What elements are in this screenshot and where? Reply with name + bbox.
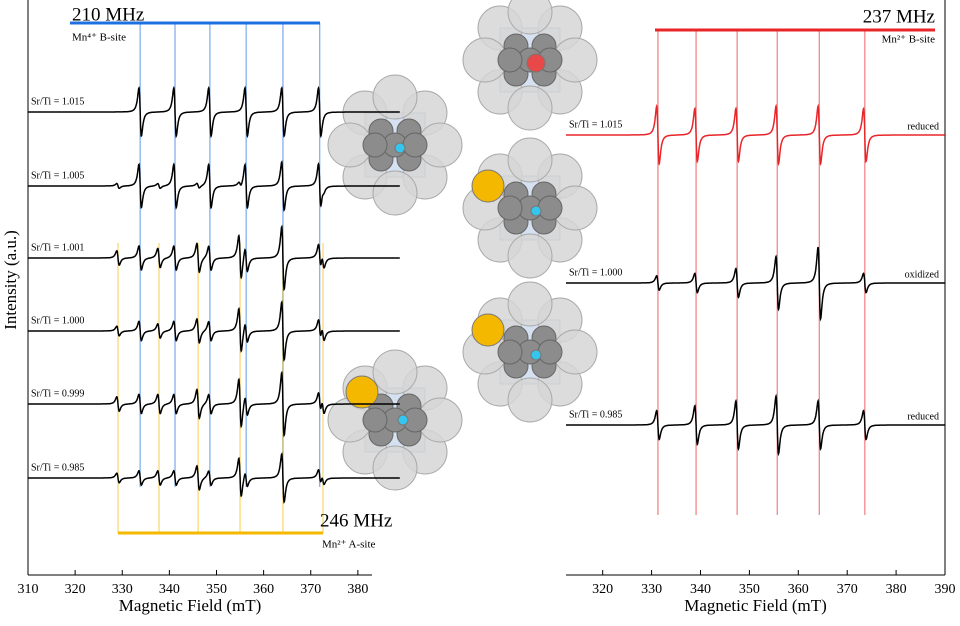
spectrum — [566, 103, 945, 167]
atom — [507, 233, 553, 279]
spectrum-label: Sr/Ti = 0.999 — [31, 388, 84, 399]
site-label: Mn²⁺ B-site — [882, 34, 936, 46]
atom — [497, 339, 523, 365]
site-frequency: 237 MHz — [863, 6, 935, 27]
spectrum-label: Sr/Ti = 1.015 — [569, 119, 622, 130]
x-tick-label: 340 — [159, 582, 180, 597]
crystal-structures — [327, 0, 598, 491]
dopant — [345, 375, 379, 409]
x-tick-label: 360 — [253, 582, 274, 597]
spectrum — [28, 160, 400, 212]
x-tick-label: 320 — [592, 582, 613, 597]
x-tick-label: 320 — [65, 582, 86, 597]
atom — [402, 132, 428, 158]
dopant — [394, 142, 406, 154]
spectrum — [28, 370, 400, 438]
spectrum-label: Sr/Ti = 1.000 — [31, 315, 84, 326]
x-tick-label: 380 — [886, 582, 907, 597]
atom — [507, 0, 553, 35]
sample-state: oxidized — [905, 269, 939, 280]
spectrum — [28, 452, 400, 504]
x-tick-label: 360 — [788, 582, 809, 597]
atom — [362, 407, 388, 433]
x-tick-label: 330 — [112, 582, 133, 597]
dopant — [530, 349, 542, 361]
spectrum — [28, 300, 400, 362]
site-frequency: 210 MHz — [72, 4, 144, 25]
atom — [372, 170, 418, 216]
spectrum-label: Sr/Ti = 0.985 — [31, 462, 84, 473]
atom — [507, 281, 553, 327]
x-tick-label: 390 — [935, 582, 956, 597]
spectrum-label: Sr/Ti = 0.985 — [569, 409, 622, 420]
x-axis-label: Magnetic Field (mT) — [684, 596, 827, 615]
atom — [372, 445, 418, 491]
site-label: Mn²⁺ A-site — [322, 539, 376, 551]
x-tick-label: 330 — [641, 582, 662, 597]
x-axis-label: Magnetic Field (mT) — [119, 596, 262, 615]
x-tick-label: 350 — [206, 582, 227, 597]
dopant — [530, 205, 542, 217]
x-tick-label: 370 — [300, 582, 321, 597]
site-frequency: 246 MHz — [320, 510, 392, 531]
sample-state: reduced — [907, 411, 939, 422]
x-tick-label: 310 — [18, 582, 39, 597]
spectrum — [28, 224, 400, 292]
dopant — [471, 169, 505, 203]
atom — [497, 195, 523, 221]
x-tick-label: 350 — [739, 582, 760, 597]
site-label: Mn⁴⁺ B-site — [72, 32, 126, 44]
atom — [497, 47, 523, 73]
dopant — [471, 313, 505, 347]
dopant — [526, 53, 546, 73]
spectrum-label: Sr/Ti = 1.000 — [569, 267, 622, 278]
spectrum-label: Sr/Ti = 1.001 — [31, 242, 84, 253]
x-tick-label: 380 — [347, 582, 368, 597]
spectrum — [566, 393, 945, 457]
x-tick-label: 370 — [837, 582, 858, 597]
atom — [372, 74, 418, 120]
y-axis-label: Intensity (a.u.) — [1, 230, 20, 330]
spectrum-label: Sr/Ti = 1.005 — [31, 170, 84, 181]
atom — [537, 339, 563, 365]
spectrum-label: Sr/Ti = 1.015 — [31, 96, 84, 107]
atom — [362, 132, 388, 158]
atom — [537, 195, 563, 221]
atom — [372, 349, 418, 395]
sample-state: reduced — [907, 121, 939, 132]
atom — [507, 377, 553, 423]
spectrum — [28, 85, 400, 139]
dopant — [397, 414, 409, 426]
x-tick-label: 340 — [690, 582, 711, 597]
atom — [507, 137, 553, 183]
spectrum — [566, 246, 945, 322]
atom — [507, 85, 553, 131]
